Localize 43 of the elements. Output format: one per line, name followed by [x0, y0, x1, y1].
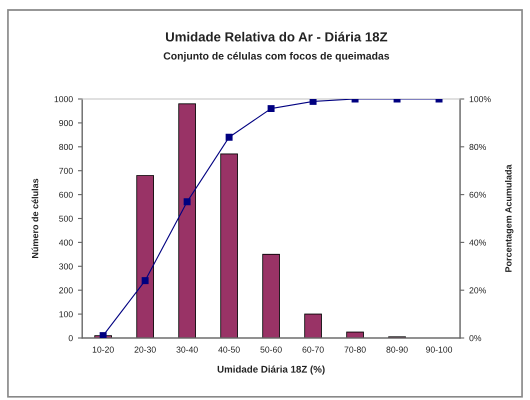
point — [142, 277, 149, 284]
point — [268, 105, 275, 112]
y2-tick-label: 0% — [469, 335, 482, 342]
y-tick-label: 900 — [59, 120, 73, 126]
y-tick-label: 100 — [59, 311, 73, 318]
chart-title: Umidade Relativa do Ar - Diária 18Z — [166, 32, 388, 42]
y2-tick-label: 80% — [469, 144, 486, 150]
y-tick-label: 700 — [59, 168, 73, 174]
point — [184, 198, 191, 206]
y2-axis-title: Porcentagem Acumulada — [504, 164, 514, 272]
y-tick-label: 0 — [68, 335, 73, 342]
x-tick-label: 80-90 — [386, 346, 408, 353]
x-tick-label: 30-40 — [176, 346, 198, 353]
bar — [304, 314, 322, 338]
bar — [220, 154, 238, 338]
y-tick-label: 400 — [58, 240, 73, 246]
y-tick-label: 200 — [59, 287, 73, 294]
y2-tick-label: 100% — [470, 96, 491, 102]
chart-subtitle: Conjunto de células com focos de queimadas — [164, 52, 390, 62]
y-tick-label: 300 — [59, 263, 73, 270]
x-tick-label: 90-100 — [426, 346, 452, 353]
x-axis-title: Umidade Diária 18Z (%) — [218, 365, 325, 375]
bar — [262, 254, 280, 338]
x-tick-label: 40-50 — [218, 346, 240, 353]
y-tick-label: 1000 — [54, 96, 73, 102]
y-axis-title: Número de células — [32, 178, 38, 258]
y-tick-label: 800 — [59, 144, 73, 150]
bar — [178, 103, 196, 338]
x-tick-label: 70-80 — [344, 346, 366, 353]
y-tick-label: 600 — [59, 192, 73, 198]
point — [310, 99, 317, 105]
y2-tick-label: 40% — [469, 240, 486, 246]
x-tick-label: 20-30 — [134, 346, 156, 353]
y-tick-label: 500 — [59, 216, 73, 222]
y2-tick-label: 20% — [470, 287, 486, 294]
bar — [136, 175, 154, 338]
x-tick-label: 50-60 — [260, 346, 282, 353]
point — [226, 134, 233, 141]
x-tick-label: 10-20 — [92, 346, 114, 353]
bar — [346, 332, 364, 338]
x-tick-label: 60-70 — [302, 346, 324, 353]
y2-tick-label: 60% — [470, 192, 486, 198]
point — [100, 332, 107, 338]
